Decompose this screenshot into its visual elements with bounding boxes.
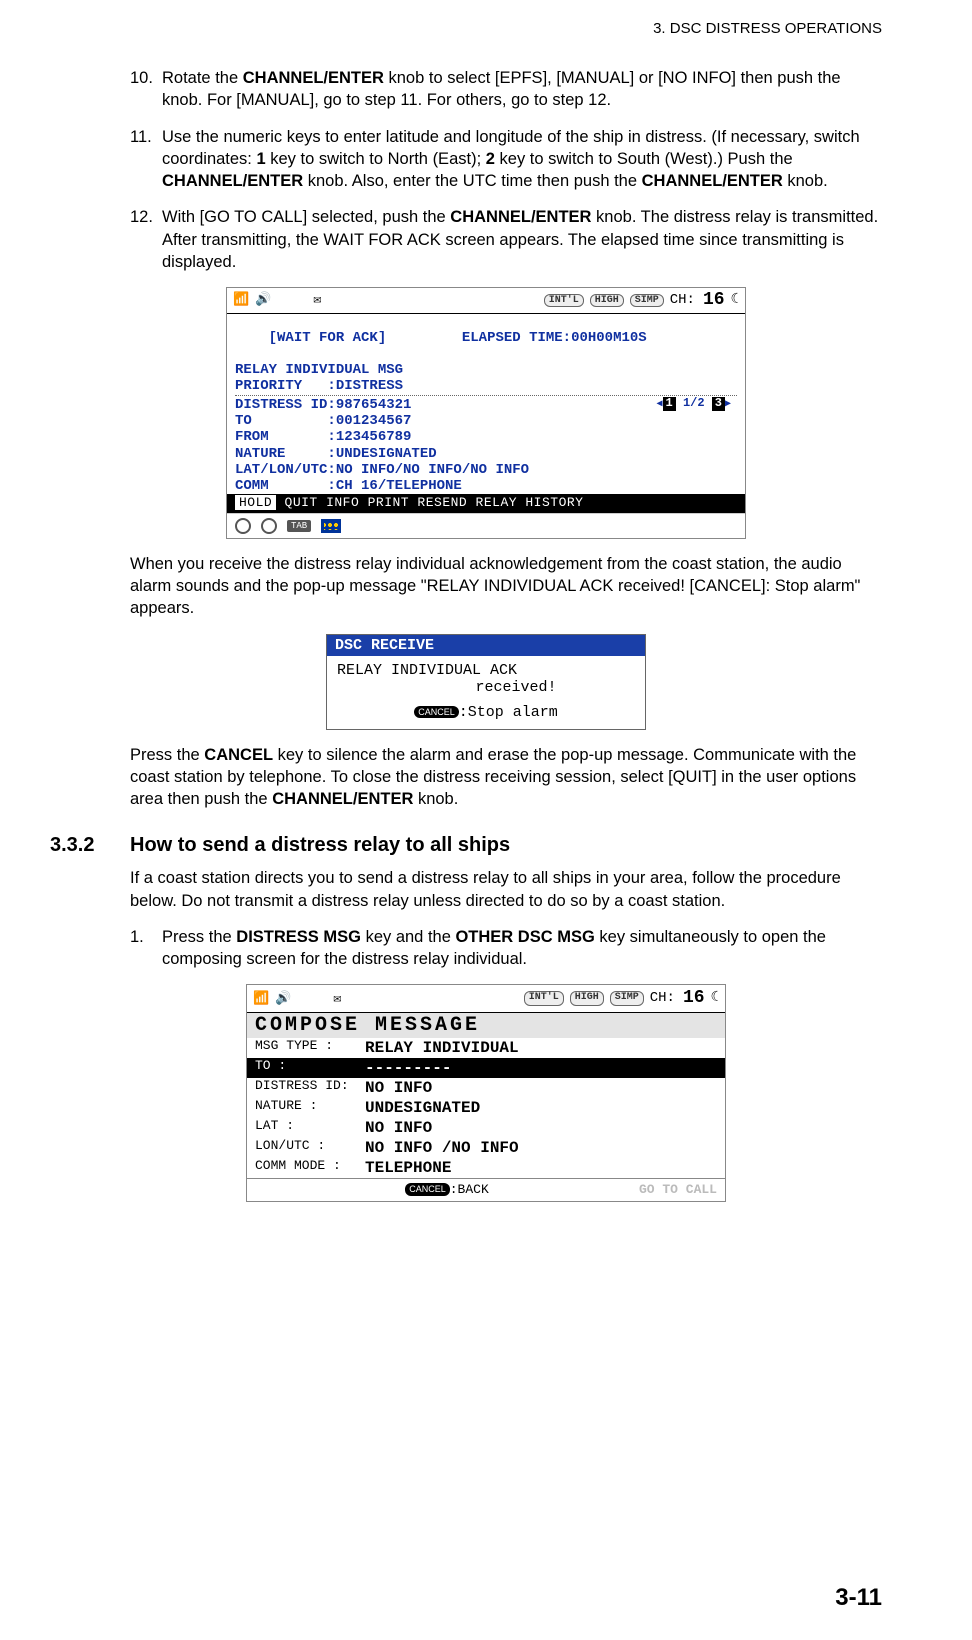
device-data-row: TO :001234567 bbox=[227, 413, 745, 429]
field-value: UNDESIGNATED bbox=[365, 1098, 480, 1118]
steps-part-b: 1.Press the DISTRESS MSG key and the OTH… bbox=[130, 926, 882, 971]
compose-field-row: DISTRESS ID:NO INFO bbox=[247, 1078, 725, 1098]
wait-ack-title-row: [WAIT FOR ACK] ELAPSED TIME:00H00M10S bbox=[227, 314, 745, 362]
device-data-row: LAT/LON/UTC:NO INFO/NO INFO/NO INFO bbox=[227, 462, 745, 478]
menu-item-hold[interactable]: HOLD bbox=[235, 495, 276, 510]
menu-item[interactable]: INFO bbox=[326, 495, 359, 510]
ch-label: CH: bbox=[650, 990, 675, 1008]
step-number: 12. bbox=[130, 206, 162, 273]
field-label: NATURE : bbox=[255, 1098, 365, 1118]
field-label: COMM MODE : bbox=[255, 1158, 365, 1178]
device-data-row: FROM :123456789 bbox=[227, 429, 745, 445]
field-label: LAT : bbox=[255, 1118, 365, 1138]
page-indicator: ◀1 1/2 3▶ bbox=[657, 397, 731, 411]
step-text: Use the numeric keys to enter latitude a… bbox=[162, 126, 882, 193]
field-value: RELAY INDIVIDUAL bbox=[365, 1038, 519, 1058]
popup-footer: CANCEL:Stop alarm bbox=[337, 704, 635, 721]
step-item: 12.With [GO TO CALL] selected, push the … bbox=[130, 206, 882, 273]
cancel-badge: CANCEL bbox=[405, 1183, 450, 1196]
compose-field-row: LON/UTC :NO INFO /NO INFO bbox=[247, 1138, 725, 1158]
section-heading: 3.3.2 How to send a distress relay to al… bbox=[90, 834, 882, 857]
section-number: 3.3.2 bbox=[50, 834, 130, 857]
cancel-badge: CANCEL bbox=[414, 706, 459, 718]
compose-title: COMPOSE MESSAGE bbox=[247, 1013, 725, 1038]
compose-field-row: COMM MODE :TELEPHONE bbox=[247, 1158, 725, 1178]
tab-badge: TAB bbox=[287, 520, 311, 532]
popup-title: DSC RECEIVE bbox=[327, 635, 645, 656]
ch-label: CH: bbox=[670, 292, 695, 308]
wait-for-ack-screen: 📶 🔊 ✉ INT'L HIGH SIMP CH: 16 ☾ [WAIT FOR… bbox=[226, 287, 746, 539]
field-value: TELEPHONE bbox=[365, 1158, 451, 1178]
field-label: DISTRESS ID: bbox=[255, 1078, 365, 1098]
menu-item[interactable]: QUIT bbox=[285, 495, 318, 510]
envelope-icon: ✉ bbox=[313, 293, 321, 308]
menu-item[interactable]: PRINT bbox=[368, 495, 410, 510]
dsc-receive-popup: DSC RECEIVE RELAY INDIVIDUAL ACK receive… bbox=[326, 634, 646, 730]
field-label: LON/UTC : bbox=[255, 1138, 365, 1158]
step-item: 10.Rotate the CHANNEL/ENTER knob to sele… bbox=[130, 67, 882, 112]
step-item: 1.Press the DISTRESS MSG key and the OTH… bbox=[130, 926, 882, 971]
moon-icon: ☾ bbox=[711, 990, 719, 1008]
field-value: --------- bbox=[365, 1058, 451, 1078]
section-intro: If a coast station directs you to send a… bbox=[130, 867, 882, 912]
relay-msg-title: RELAY INDIVIDUAL MSG bbox=[227, 362, 745, 378]
para-after-popup: Press the CANCEL key to silence the alar… bbox=[130, 744, 882, 811]
para-after-device1: When you receive the distress relay indi… bbox=[130, 553, 882, 620]
device-status-bar: 📶 🔊 ✉ INT'L HIGH SIMP CH: 16 ☾ bbox=[247, 985, 725, 1013]
device-data-row: PRIORITY :DISTRESS bbox=[227, 378, 745, 394]
device-footer: TAB bbox=[227, 513, 745, 538]
popup-line2: received! bbox=[337, 679, 635, 696]
intl-badge: INT'L bbox=[544, 294, 584, 308]
goto-call-label: GO TO CALL bbox=[639, 1182, 717, 1198]
simp-badge: SIMP bbox=[630, 294, 664, 308]
simp-badge: SIMP bbox=[610, 991, 644, 1006]
knob-icon bbox=[235, 518, 251, 534]
compose-field-row: NATURE :UNDESIGNATED bbox=[247, 1098, 725, 1118]
field-label: TO : bbox=[255, 1058, 365, 1078]
device-status-bar: 📶 🔊 ✉ INT'L HIGH SIMP CH: 16 ☾ bbox=[227, 288, 745, 314]
speaker-icon: 🔊 bbox=[275, 991, 291, 1007]
compose-field-row: LAT :NO INFO bbox=[247, 1118, 725, 1138]
moon-icon: ☾ bbox=[731, 292, 739, 308]
menu-item[interactable]: HISTORY bbox=[525, 495, 583, 510]
field-value: NO INFO bbox=[365, 1118, 432, 1138]
field-value: NO INFO bbox=[365, 1078, 432, 1098]
popup-line1: RELAY INDIVIDUAL ACK bbox=[337, 662, 635, 679]
page-number: 3-11 bbox=[835, 1584, 882, 1612]
high-badge: HIGH bbox=[570, 991, 604, 1006]
intl-badge: INT'L bbox=[524, 991, 564, 1006]
field-value: NO INFO /NO INFO bbox=[365, 1138, 519, 1158]
step-number: 11. bbox=[130, 126, 162, 193]
signal-icon: 📶 bbox=[233, 293, 249, 308]
knob-icon bbox=[261, 518, 277, 534]
page-header: 3. DSC DISTRESS OPERATIONS bbox=[90, 20, 882, 37]
device-data-row: DISTRESS ID:987654321◀1 1/2 3▶ bbox=[227, 397, 745, 413]
flag-icon bbox=[321, 519, 341, 533]
step-item: 11.Use the numeric keys to enter latitud… bbox=[130, 126, 882, 193]
device-options-bar: HOLD QUIT INFO PRINT RESEND RELAY HISTOR… bbox=[227, 494, 745, 513]
device-data-row: NATURE :UNDESIGNATED bbox=[227, 446, 745, 462]
compose-footer: CANCEL:BACK GO TO CALL bbox=[247, 1178, 725, 1201]
menu-item[interactable]: RELAY bbox=[476, 495, 518, 510]
step-text: With [GO TO CALL] selected, push the CHA… bbox=[162, 206, 882, 273]
compose-field-row: TO :--------- bbox=[247, 1058, 725, 1078]
ch-value: 16 bbox=[703, 290, 725, 311]
envelope-icon: ✉ bbox=[333, 991, 341, 1007]
ch-value: 16 bbox=[683, 987, 705, 1010]
step-text: Press the DISTRESS MSG key and the OTHER… bbox=[162, 926, 882, 971]
signal-icon: 📶 bbox=[253, 991, 269, 1007]
step-number: 10. bbox=[130, 67, 162, 112]
device-data-row: COMM :CH 16/TELEPHONE bbox=[227, 478, 745, 494]
compose-message-screen: 📶 🔊 ✉ INT'L HIGH SIMP CH: 16 ☾ COMPOSE M… bbox=[246, 984, 726, 1202]
high-badge: HIGH bbox=[590, 294, 624, 308]
speaker-icon: 🔊 bbox=[255, 293, 271, 308]
section-title: How to send a distress relay to all ship… bbox=[130, 834, 510, 857]
menu-item[interactable]: RESEND bbox=[417, 495, 467, 510]
field-label: MSG TYPE : bbox=[255, 1038, 365, 1058]
step-text: Rotate the CHANNEL/ENTER knob to select … bbox=[162, 67, 882, 112]
steps-part-a: 10.Rotate the CHANNEL/ENTER knob to sele… bbox=[130, 67, 882, 273]
compose-field-row: MSG TYPE :RELAY INDIVIDUAL bbox=[247, 1038, 725, 1058]
back-label: :BACK bbox=[450, 1182, 489, 1197]
step-number: 1. bbox=[130, 926, 162, 971]
